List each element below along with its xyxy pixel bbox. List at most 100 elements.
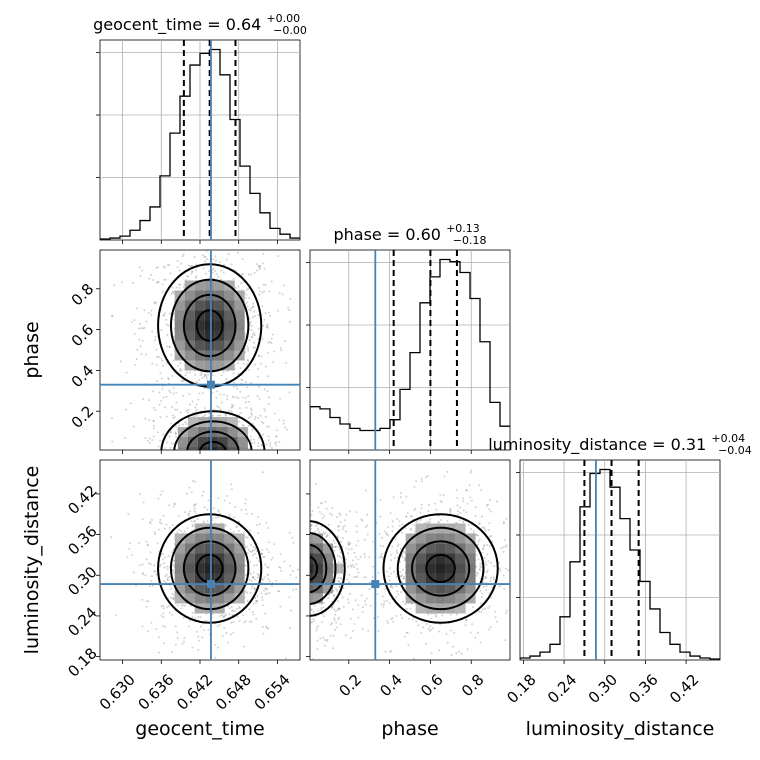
- scatter-point: [234, 505, 237, 508]
- scatter-point: [508, 579, 510, 582]
- scatter-point: [338, 512, 341, 515]
- scatter-point: [230, 606, 233, 609]
- contour-level-1: [310, 520, 346, 617]
- scatter-point: [247, 424, 250, 427]
- scatter-point: [465, 619, 468, 622]
- scatter-point: [150, 579, 153, 582]
- density-cell: [194, 563, 205, 574]
- scatter-point: [230, 621, 233, 624]
- scatter-point: [231, 405, 234, 408]
- scatter-point: [153, 420, 156, 423]
- scatter-point: [313, 619, 316, 622]
- scatter-point: [390, 553, 393, 556]
- scatter-point: [282, 419, 285, 422]
- scatter-point: [250, 620, 253, 623]
- scatter-point: [235, 525, 238, 528]
- scatter-point: [430, 628, 433, 631]
- scatter-point: [157, 449, 160, 450]
- scatter-point: [201, 392, 204, 395]
- scatter-point: [212, 258, 215, 261]
- scatter-point: [356, 575, 359, 578]
- scatter-point: [333, 549, 336, 552]
- scatter-point: [176, 260, 179, 263]
- scatter-point: [439, 519, 442, 522]
- scatter-point: [485, 589, 488, 592]
- scatter-point: [223, 499, 226, 502]
- scatter-point: [307, 576, 309, 578]
- scatter-point: [333, 594, 336, 597]
- x-tick-label: 0.6: [417, 671, 447, 701]
- scatter-point: [197, 616, 200, 619]
- scatter-point: [455, 652, 458, 655]
- scatter-point: [179, 368, 182, 371]
- scatter-point: [361, 606, 364, 609]
- scatter-point: [174, 433, 177, 436]
- scatter-point: [166, 568, 169, 571]
- scatter-point: [446, 470, 449, 473]
- density-cell: [435, 573, 446, 584]
- scatter-point: [484, 577, 487, 580]
- scatter-point: [194, 276, 197, 279]
- scatter-point: [257, 354, 260, 357]
- scatter-point: [194, 503, 197, 506]
- scatter-point: [250, 442, 253, 445]
- scatter-point: [459, 519, 462, 522]
- scatter-point: [250, 382, 253, 385]
- density-cell: [312, 573, 323, 584]
- scatter-point: [194, 455, 196, 457]
- scatter-point: [366, 533, 369, 536]
- scatter-point: [126, 449, 128, 450]
- scatter-point: [214, 656, 217, 659]
- density-cell: [415, 563, 426, 574]
- x-tick-label: 0.8: [458, 671, 488, 701]
- scatter-point: [241, 258, 244, 261]
- x-axis-label-geocent_time: geocent_time: [135, 718, 264, 740]
- scatter-point: [486, 544, 489, 547]
- scatter-point: [256, 600, 259, 603]
- scatter-point: [215, 397, 218, 400]
- scatter-point: [326, 638, 329, 641]
- scatter-point: [268, 314, 271, 317]
- scatter-point: [415, 521, 418, 524]
- scatter-point: [306, 582, 308, 584]
- scatter-point: [284, 657, 287, 660]
- scatter-point: [456, 613, 459, 616]
- scatter-point: [387, 526, 390, 529]
- scatter-point: [264, 593, 267, 596]
- scatter-point: [302, 554, 304, 556]
- scatter-point: [406, 631, 409, 634]
- density-cell: [204, 330, 215, 341]
- density-cell: [455, 563, 466, 574]
- scatter-point: [269, 444, 272, 447]
- scatter-point: [303, 553, 305, 555]
- scatter-point: [483, 544, 486, 547]
- scatter-point: [317, 527, 320, 530]
- scatter-point: [207, 373, 210, 376]
- scatter-point: [187, 248, 189, 250]
- scatter-point: [303, 595, 305, 597]
- scatter-point: [279, 347, 282, 350]
- scatter-point: [261, 549, 264, 552]
- scatter-point: [479, 641, 482, 644]
- scatter-point: [139, 493, 142, 496]
- scatter-point: [401, 531, 404, 534]
- scatter-point: [171, 286, 174, 289]
- scatter-point: [153, 250, 154, 251]
- scatter-point: [255, 564, 258, 567]
- scatter-point: [262, 262, 265, 265]
- density-cell: [214, 340, 225, 351]
- scatter-point: [186, 527, 189, 530]
- scatter-point: [149, 563, 152, 566]
- scatter-point: [193, 480, 196, 483]
- scatter-point: [195, 630, 198, 633]
- scatter-point: [193, 507, 196, 510]
- scatter-point: [261, 596, 264, 599]
- scatter-point: [205, 272, 208, 275]
- scatter-point: [152, 424, 155, 427]
- scatter-point: [290, 609, 293, 612]
- scatter-point: [336, 577, 339, 580]
- scatter-point: [377, 615, 380, 618]
- density-cell: [194, 320, 205, 331]
- scatter-point: [186, 275, 189, 278]
- scatter-point: [357, 571, 360, 574]
